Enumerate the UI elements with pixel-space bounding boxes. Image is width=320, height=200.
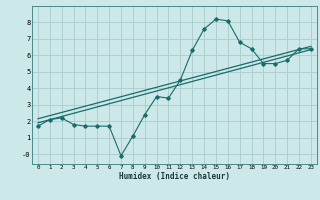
X-axis label: Humidex (Indice chaleur): Humidex (Indice chaleur) [119,172,230,181]
